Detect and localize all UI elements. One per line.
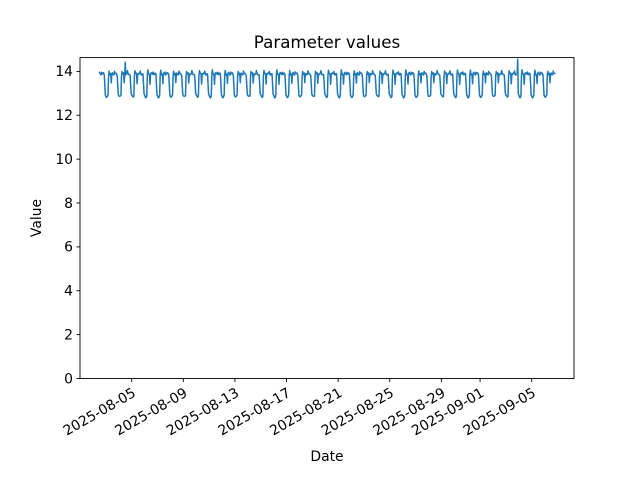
y-tick-label: 0 [64,371,73,387]
y-tick-label: 8 [64,196,73,212]
data-series-line [98,58,556,99]
chart-title: Parameter values [254,32,400,52]
plot-area [79,57,575,379]
y-tick-label: 6 [64,240,73,256]
y-tick-label: 4 [64,284,73,300]
x-axis-label: Date [310,449,343,465]
y-axis: 0 2 4 6 8 10 12 14 [55,64,80,387]
y-axis-label: Value [29,199,45,237]
y-tick-label: 14 [55,64,73,80]
x-axis: 2025-08-052025-08-092025-08-132025-08-17… [61,378,539,439]
data-series [98,58,556,99]
y-tick-label: 10 [55,152,73,168]
y-tick-label: 12 [55,108,73,124]
y-tick-label: 2 [64,327,73,343]
